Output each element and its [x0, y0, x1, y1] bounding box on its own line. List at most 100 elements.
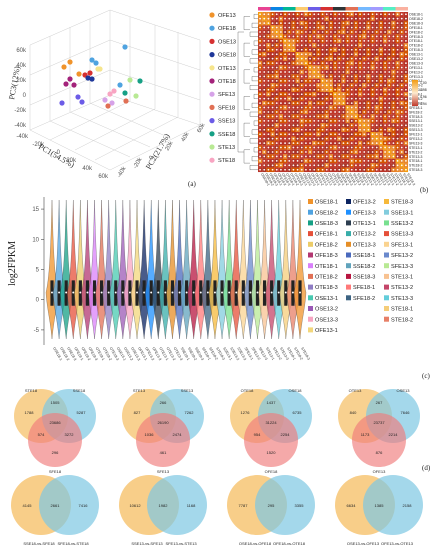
heatmap-cell-value [275, 102, 278, 105]
heatmap-cell-value [334, 31, 336, 33]
heatmap-cell-value [296, 84, 299, 87]
heatmap-cell-value [305, 26, 307, 29]
pca-tick-z: -40k [14, 123, 27, 129]
heatmap-cell-value [371, 102, 374, 105]
heatmap-cell-value [355, 124, 357, 127]
venn-region-value: 6735 [293, 410, 303, 415]
venn-region-value: 1385 [375, 503, 385, 508]
heatmap-cell-value [296, 13, 299, 16]
heatmap-cell-value [288, 159, 291, 162]
violin-legend-label: SSE18-1 [353, 253, 375, 259]
heatmap-cell-value [271, 106, 274, 109]
heatmap-cell-value [313, 133, 316, 136]
heatmap-cell-value [300, 22, 303, 25]
heatmap-cell-value [296, 106, 299, 109]
heatmap-cell-value [363, 22, 366, 25]
heatmap-cell-value [267, 17, 270, 20]
heatmap-cell-value [305, 62, 307, 65]
heatmap-cell-value [325, 159, 328, 162]
heatmap-cell-value [305, 146, 307, 149]
violin-x-label: OTE18-1 [95, 347, 106, 362]
heatmap-cell-value [292, 44, 295, 47]
heatmap-cell-value [263, 31, 266, 33]
heatmap-row-label: OFE18-1 [409, 26, 423, 30]
heatmap-cell-value [396, 53, 399, 56]
heatmap-cell-value [275, 53, 278, 56]
heatmap-cell-value [288, 17, 291, 20]
heatmap-cell-value [342, 93, 345, 96]
heatmap-cell-value [321, 35, 324, 38]
heatmap-cell-value [371, 164, 374, 167]
heatmap-cell-value [321, 44, 324, 47]
heatmap-cell-value [405, 151, 407, 153]
violin-median [206, 291, 209, 294]
heatmap-group-bar [383, 7, 396, 11]
heatmap-cell-value [384, 106, 386, 109]
violin-x-label: OSE18-1 [52, 347, 63, 362]
heatmap-cell-value [284, 75, 286, 78]
heatmap-cell-value [317, 119, 320, 122]
heatmap-cell-value [313, 88, 316, 91]
heatmap-row-label: SFE13-3 [409, 141, 422, 145]
heatmap-cell-value [359, 155, 361, 158]
violin-legend-label: OTE18-1 [315, 264, 338, 270]
violin-median [164, 291, 167, 294]
heatmap-cell-value [396, 75, 399, 78]
heatmap-cell-value [375, 133, 378, 136]
heatmap-cell-value [296, 97, 299, 100]
heatmap-cell-value [300, 168, 303, 171]
heatmap-cell-value [392, 26, 395, 29]
heatmap-cell-value [355, 93, 357, 96]
heatmap-cell-value [300, 119, 303, 122]
heatmap-cell-value [313, 44, 316, 47]
pca-axis-label-x: PC1(54.5%) [37, 142, 76, 170]
heatmap-row-label: SSE13-3 [409, 128, 423, 132]
pca-point [89, 76, 95, 82]
heatmap-cell-value [396, 133, 399, 136]
heatmap-cell-value [363, 124, 366, 127]
heatmap-cell-value [280, 79, 282, 82]
heatmap-cell-value [359, 39, 361, 42]
violin-legend-label: STE18-3 [391, 200, 413, 206]
heatmap-cell-value [371, 155, 374, 158]
violin-legend-label: STE13-1 [391, 275, 413, 281]
heatmap-cell-value [271, 53, 274, 56]
heatmap-cell-value [271, 26, 274, 29]
heatmap-cell-value [284, 22, 286, 25]
violin-shape [145, 200, 158, 339]
heatmap-cell-value [392, 106, 395, 109]
pca-point [122, 90, 128, 96]
heatmap-cell-value [313, 159, 316, 162]
venn-circle-c [352, 413, 406, 467]
heatmap-cell-value [350, 17, 353, 20]
heatmap-cell-value [396, 124, 399, 127]
heatmap-cell-value [267, 75, 270, 78]
heatmap-cell-value [346, 62, 349, 65]
heatmap-cell-value [380, 146, 382, 149]
heatmap-cell-value [263, 39, 266, 42]
heatmap-cell-value [275, 159, 278, 162]
heatmap-cell-value [375, 124, 378, 127]
heatmap-cell-value [330, 71, 332, 73]
heatmap-cell-value [267, 26, 270, 29]
heatmap-cell-value [284, 62, 286, 65]
heatmap-cell-value [380, 111, 382, 113]
heatmap-cell-value [375, 97, 378, 100]
heatmap-cell-value [384, 133, 386, 136]
pca-point [59, 100, 65, 106]
heatmap-cell-value [321, 106, 324, 109]
heatmap-cell-value [367, 142, 370, 145]
heatmap-cell-value [267, 102, 270, 105]
pca-tick-x: 0 [57, 150, 61, 156]
heatmap-cell-value [309, 124, 311, 127]
heatmap-cell-value [334, 106, 336, 109]
heatmap-cell-value [271, 124, 274, 127]
venn-set-label: OSE18 [289, 388, 303, 393]
heatmap-cell-value [334, 168, 336, 171]
heatmap-cell-value [267, 124, 270, 127]
violin-x-label: STE18-1 [286, 347, 297, 361]
dendrogram-branch [253, 120, 258, 126]
dendrogram-branch [249, 85, 258, 90]
heatmap-cell-value [305, 133, 307, 136]
